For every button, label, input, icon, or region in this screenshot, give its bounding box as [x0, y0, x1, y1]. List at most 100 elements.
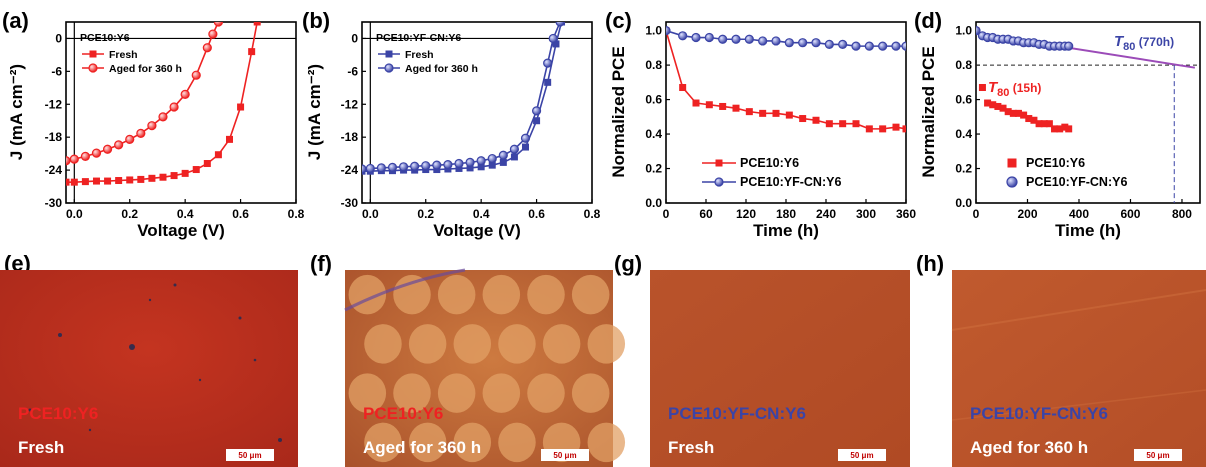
data-point [1025, 115, 1033, 123]
y-tick-label: 0.4 [955, 127, 972, 141]
x-tick-label: 0 [663, 207, 670, 221]
data-point [365, 163, 375, 174]
data-point [454, 158, 464, 169]
data-point [203, 160, 211, 168]
data-point [180, 89, 190, 100]
y-tick-label: 0.2 [645, 162, 662, 176]
y-tick-label: -18 [45, 130, 63, 144]
data-point [70, 178, 78, 186]
data-point [225, 135, 233, 143]
legend: PCE10:YF-CN:Y6 Fresh Aged for 360 h [376, 32, 478, 75]
data-point [387, 162, 398, 172]
data-point [1064, 41, 1074, 51]
x-axis-title: Time (h) [1055, 221, 1121, 240]
data-point [159, 173, 167, 181]
t80-symbol: T [988, 79, 999, 96]
panel-label: (b) [302, 8, 330, 33]
micrograph-image [951, 270, 1206, 467]
data-point [1061, 123, 1069, 131]
data-point [531, 106, 542, 116]
scale-bar-label: 50 μm [238, 451, 261, 460]
y-tick-label: 0.6 [955, 93, 972, 107]
domain [571, 373, 610, 413]
data-point [978, 84, 986, 92]
legend: PCE10:Y6 PCE10:YF-CN:Y6 [702, 156, 841, 189]
y-tick-label: -18 [341, 130, 359, 144]
plot-frame [975, 21, 1201, 204]
data-point [1040, 120, 1048, 128]
series-line [362, 22, 561, 170]
data-point [759, 109, 767, 117]
data-point [102, 144, 113, 154]
micrograph-f: (f) PCE10:Y6 Aged for 360 h 50 μm [310, 251, 626, 467]
data-point [852, 120, 860, 128]
domain [527, 274, 565, 315]
data-point [891, 41, 901, 51]
data-point [543, 58, 553, 68]
y-axis-title: J (mA cm⁻²) [305, 64, 324, 160]
data-point [1056, 125, 1064, 133]
y-axis-title: J (mA cm⁻²) [7, 64, 26, 160]
data-point [719, 102, 727, 110]
x-tick-label: 0.4 [473, 207, 490, 221]
data-point [1020, 111, 1028, 119]
y-axis-title: Normalized PCE [609, 46, 628, 177]
data-point [798, 38, 808, 48]
data-point [691, 32, 701, 43]
data-point [499, 158, 507, 166]
data-point [477, 163, 485, 171]
data-point [510, 153, 518, 161]
data-point [999, 104, 1007, 112]
data-point [253, 22, 261, 26]
micrograph-background [952, 270, 1206, 467]
x-tick-label: 0.0 [362, 207, 379, 221]
data-point [115, 177, 123, 185]
chart-panel-d: (d) 0 200 400 600 800 0.0 0.2 0.4 0.6 0.8 1.0 Time (… [914, 8, 1201, 240]
domain [542, 324, 581, 364]
data-point [692, 99, 700, 107]
data-point [69, 154, 79, 164]
x-tick-label: 400 [1069, 207, 1089, 221]
data-point [66, 178, 70, 186]
data-point [772, 109, 780, 117]
data-point [552, 40, 560, 48]
data-point [548, 33, 558, 44]
scale-bar-box [838, 449, 886, 461]
y-tick-label: -24 [341, 163, 359, 177]
x-axis-title: Voltage (V) [137, 221, 225, 240]
micrograph-g: (g) PCE10:YF-CN:Y6 Fresh 50 μm [614, 251, 910, 467]
data-point [839, 120, 847, 128]
data-point [136, 128, 146, 138]
domain [498, 422, 536, 463]
data-point [744, 34, 754, 44]
x-axis-title: Time (h) [753, 221, 819, 240]
data-point [104, 177, 112, 185]
y-tick-label: 1.0 [645, 24, 662, 38]
data-point [1065, 125, 1073, 133]
domain [393, 274, 431, 315]
data-point [455, 164, 463, 172]
defect-spot [58, 333, 62, 337]
data-point [838, 39, 848, 50]
y-axis-title: Normalized PCE [919, 46, 938, 177]
micrograph-h: (h) PCE10:YF-CN:Y6 Aged for 360 h 50 μm [916, 251, 1206, 467]
data-point [704, 32, 714, 43]
domain [498, 324, 536, 364]
legend-label: PCE10:Y6 [1026, 156, 1085, 170]
scale-bar-box [226, 449, 274, 461]
legend-item: Fresh [82, 49, 138, 61]
legend-marker [1006, 176, 1018, 188]
series-aged-for-360-h [66, 22, 224, 166]
y-tick-label: -6 [347, 64, 358, 78]
legend-marker [88, 63, 98, 73]
legend-title: PCE10:Y6 [80, 32, 130, 44]
data-point [745, 108, 753, 116]
data-point [878, 41, 888, 51]
data-point [488, 161, 496, 169]
legend-marker [1007, 158, 1017, 168]
data-point [170, 172, 178, 180]
data-point [181, 169, 189, 177]
data-point [666, 26, 671, 36]
